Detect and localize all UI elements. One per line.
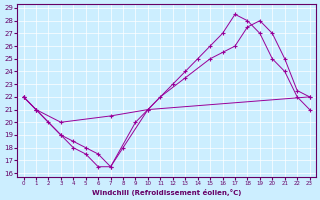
X-axis label: Windchill (Refroidissement éolien,°C): Windchill (Refroidissement éolien,°C) xyxy=(92,189,241,196)
